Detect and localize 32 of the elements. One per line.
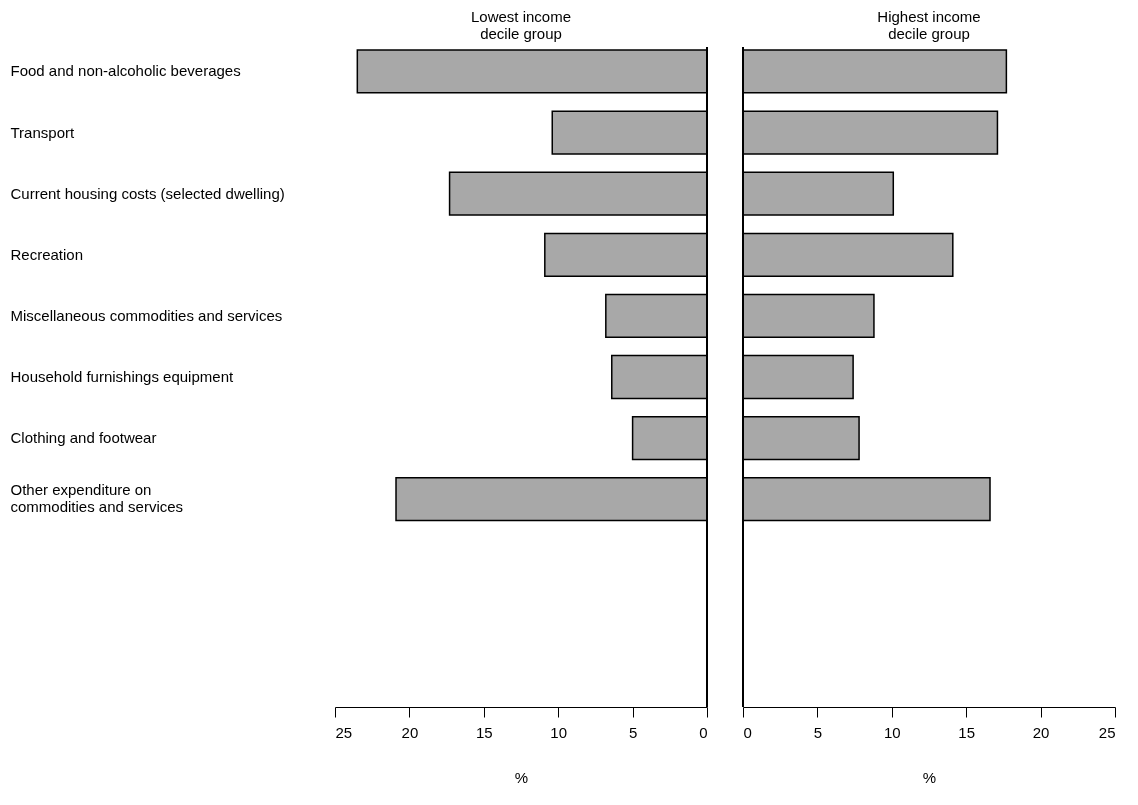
bar — [631, 415, 708, 461]
y-tick-label: Other expenditure on commodities and services — [10, 481, 184, 516]
bar — [395, 477, 708, 522]
bar — [551, 110, 708, 155]
x-tick-label: 0 — [699, 723, 708, 741]
chart-title: Lowest income decile group — [470, 8, 572, 42]
x-tick-label: 10 — [550, 723, 568, 741]
x-axis-title: % — [922, 768, 937, 786]
y-tick-label: Transport — [10, 123, 75, 141]
chart-title: Highest income decile group — [877, 8, 981, 42]
y-tick-label: Current housing costs (selected dwelling) — [10, 184, 285, 202]
x-tick-label: 10 — [883, 723, 901, 741]
y-tick-label: Clothing and footwear — [10, 429, 157, 447]
x-tick-label: 5 — [628, 723, 638, 741]
x-tick-label: 25 — [335, 723, 353, 741]
x-axis-title: % — [514, 768, 529, 786]
bar — [544, 232, 708, 277]
x-tick-label: 15 — [475, 723, 493, 741]
bar — [448, 171, 708, 216]
y-tick-label: Recreation — [10, 245, 84, 263]
bar — [605, 293, 708, 339]
y-tick-label: Miscellaneous commodities and services — [10, 306, 283, 324]
bar — [356, 49, 708, 94]
y-tick-label: Household furnishings equipment — [10, 368, 234, 385]
x-tick-label: 25 — [1098, 723, 1116, 741]
bar — [611, 354, 708, 400]
x-tick-label: 20 — [1032, 723, 1050, 741]
x-tick-label: 0 — [743, 723, 752, 741]
x-tick-label: 20 — [401, 723, 419, 741]
y-tick-label: Food and non-alcoholic beverages — [10, 62, 241, 80]
x-tick-label: 5 — [813, 723, 823, 741]
x-tick-label: 15 — [958, 723, 976, 741]
